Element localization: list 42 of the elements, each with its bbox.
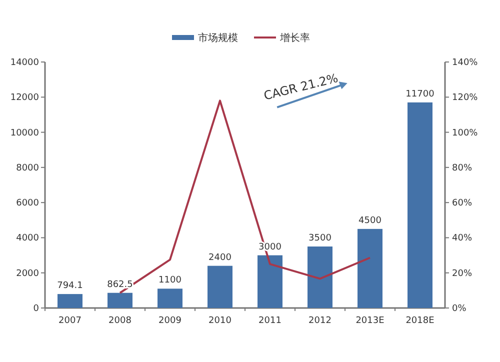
y-tick-label: 0: [33, 304, 40, 314]
x-tick-label: 2013E: [356, 316, 385, 326]
x-tick-label: 2012: [308, 316, 332, 326]
x-tick-label: 2007: [58, 316, 82, 326]
data-label: 862.5: [107, 280, 133, 290]
x-tick-label: 2009: [158, 316, 182, 326]
legend-label: 增长率: [279, 32, 310, 44]
x-tick-label: 2011: [258, 316, 282, 326]
legend-label: 市场规模: [198, 32, 238, 44]
y2-tick-label: 20%: [452, 268, 472, 279]
data-label: 2400: [208, 252, 232, 263]
y-tick-label: 8000: [16, 163, 40, 174]
annotation: CAGR 21.2%: [262, 70, 340, 103]
data-label: 3500: [308, 234, 332, 244]
x-tick-label: 2018E: [406, 316, 435, 326]
y2-tick-label: 40%: [452, 234, 472, 244]
y2-tick-label: 120%: [452, 93, 478, 104]
x-tick-label: 2008: [108, 316, 132, 326]
bar: [408, 102, 432, 308]
y2-tick-label: 80%: [452, 163, 472, 174]
y-tick-label: 4000: [16, 234, 40, 244]
bar: [208, 266, 232, 308]
bar: [158, 288, 182, 308]
data-label: 794.1: [57, 281, 83, 292]
bar: [258, 255, 282, 308]
y-tick-label: 6000: [16, 198, 40, 209]
bar: [108, 292, 132, 308]
y2-tick-label: 60%: [452, 198, 472, 209]
x-tick-label: 2010: [208, 316, 232, 326]
y2-tick-label: 0%: [452, 304, 467, 314]
data-label: 11700: [406, 89, 435, 100]
y2-tick-label: 100%: [452, 128, 478, 138]
y-tick-label: 12000: [10, 93, 40, 104]
y-tick-label: 10000: [10, 128, 40, 138]
y-tick-label: 14000: [10, 58, 40, 68]
bar: [308, 246, 332, 308]
y-tick-label: 2000: [16, 268, 40, 279]
bar: [358, 228, 382, 308]
y2-tick-label: 140%: [452, 58, 478, 68]
data-label: 4500: [358, 216, 382, 226]
bar: [58, 294, 82, 308]
data-label: 1100: [158, 276, 182, 286]
